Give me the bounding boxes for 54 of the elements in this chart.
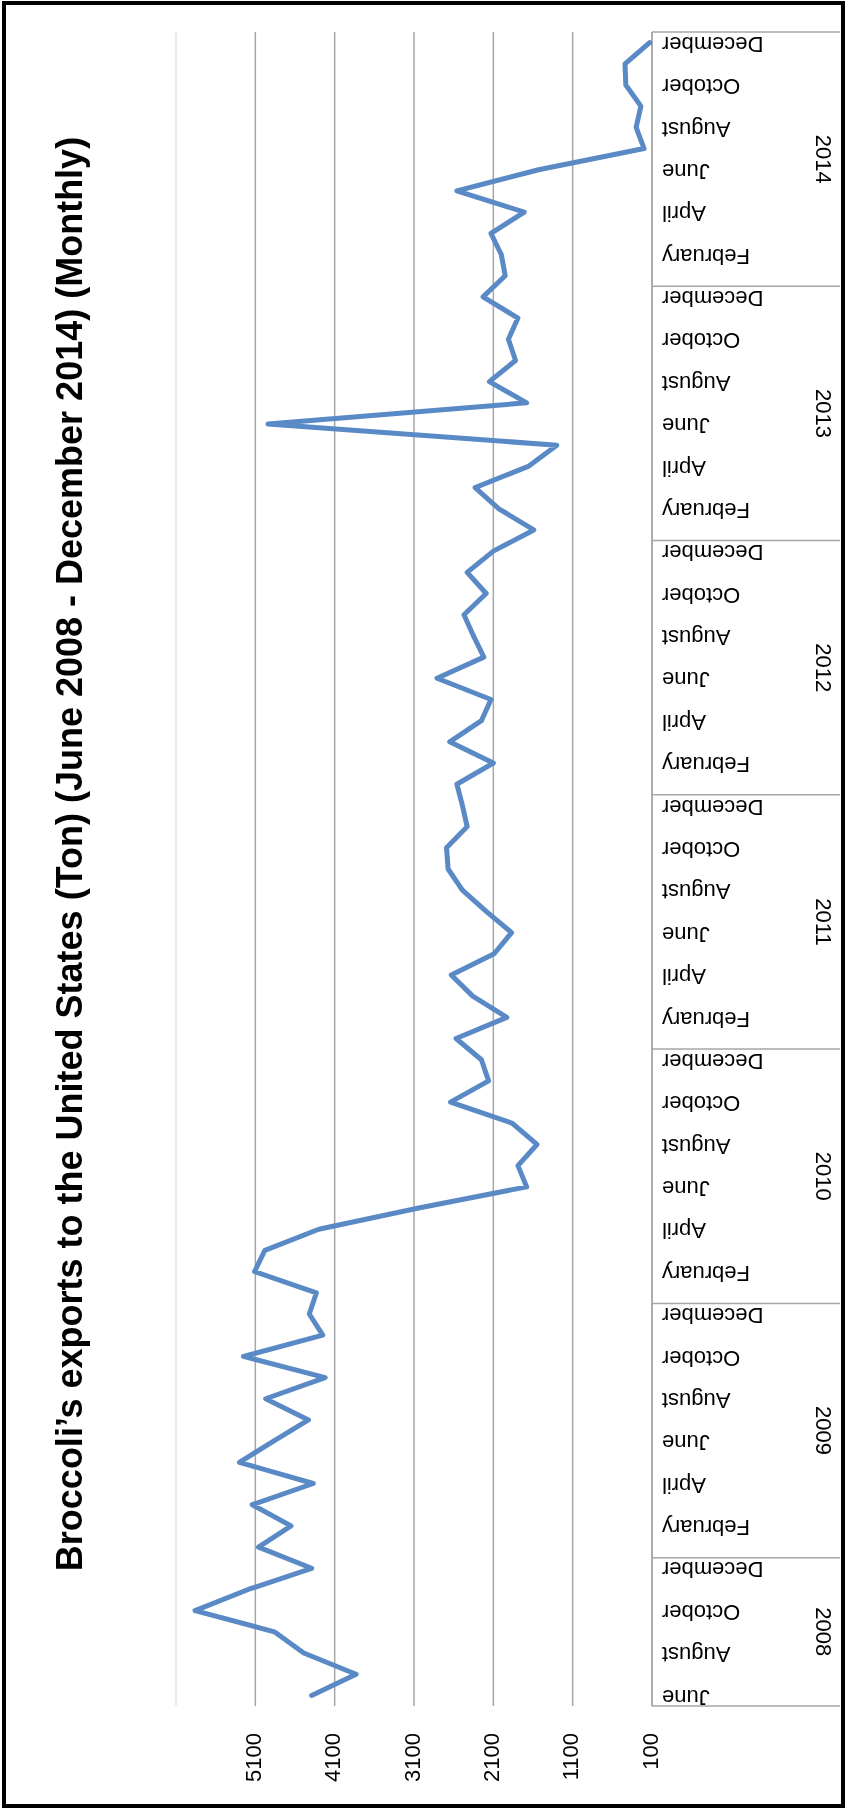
y-tick-label: December [662,540,764,566]
y-tick-label: August [662,1387,731,1413]
y-tick-label: December [662,794,764,820]
y-tick-label: December [662,31,764,57]
y-tick-label: June [662,667,710,693]
y-tick-label: October [662,582,741,608]
y-tick-label: February [662,752,751,778]
y-tick-label: August [662,370,731,396]
text: 2008 [811,1607,837,1657]
y-tick-label: December [662,1048,764,1074]
y-tick-label: June [662,1684,710,1710]
y-tick-label: February [662,1260,751,1286]
text: 2012 [811,643,837,693]
y-tick-label: December [662,286,764,312]
y-tick-label: April [662,709,707,735]
text: 2010 [811,1151,837,1201]
y-tick-label: October [662,1091,741,1117]
text: Broccoli’s exports to the United States (Ton) (June 2008 - December 2014) (Monthly) [48,136,90,1572]
y-tick-label: April [662,455,707,481]
y-tick-label: June [662,1430,710,1456]
text: 2009 [811,1406,837,1456]
x-tick-label: 2100 [479,1733,505,1782]
y-tick-label: February [662,243,751,269]
x-tick-label: 3100 [399,1733,425,1782]
x-tick-label: 4100 [320,1733,346,1782]
y-tick-label: August [662,1642,731,1668]
y-tick-label: August [662,1133,731,1159]
y-tick-label: October [662,1345,741,1371]
text: 2014 [811,134,837,184]
y-tick-label: April [662,1472,707,1498]
y-tick-label: June [662,921,710,947]
y-tick-label: October [662,328,741,354]
y-tick-label: October [662,74,741,100]
y-tick-label: August [662,116,731,142]
y-tick-label: August [662,879,731,905]
text: 2013 [811,388,837,438]
y-tick-label: February [662,1006,751,1032]
y-tick-label: April [662,201,707,227]
y-tick-label: December [662,1303,764,1329]
y-tick-label: December [662,1557,764,1583]
y-tick-label: April [662,964,707,990]
y-tick-label: August [662,625,731,651]
x-tick-label: 100 [637,1733,663,1770]
y-tick-label: June [662,413,710,439]
text: 2011 [811,898,837,946]
y-tick-label: February [662,1515,751,1541]
y-tick-label: June [662,158,710,184]
y-tick-label: October [662,1599,741,1625]
x-tick-label: 1100 [558,1733,584,1781]
x-tick-label: 5100 [241,1733,267,1782]
y-tick-label: October [662,837,741,862]
y-tick-label: April [662,1218,707,1244]
y-tick-label: June [662,1176,710,1202]
y-tick-label: February [662,497,751,523]
